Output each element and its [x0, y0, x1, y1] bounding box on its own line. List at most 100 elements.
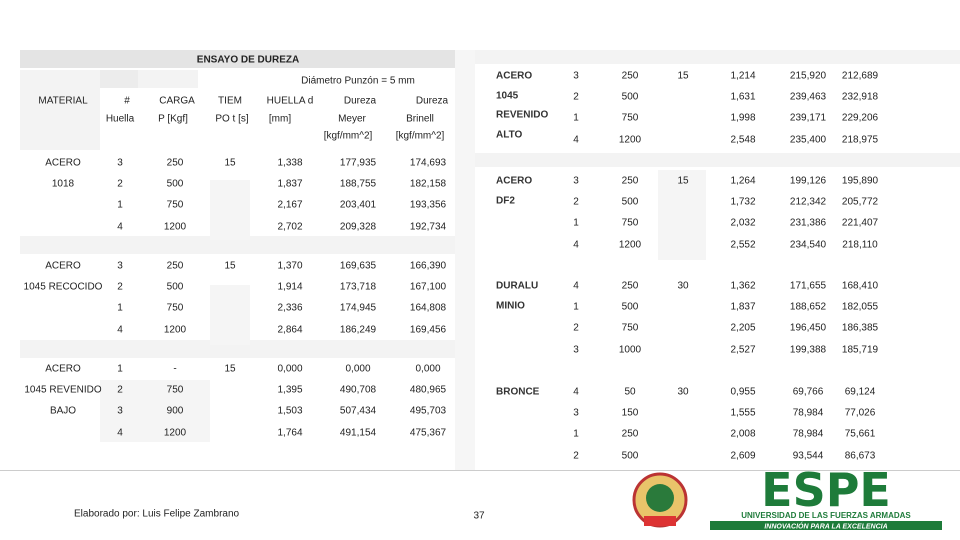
cell: 2,167 — [277, 199, 303, 211]
cell: 490,708 — [339, 384, 377, 396]
cell: 475,367 — [409, 427, 447, 439]
cell: 1,503 — [277, 405, 303, 417]
cell: 177,935 — [339, 157, 377, 169]
cell: 500 — [621, 301, 639, 313]
material: BAJO — [49, 405, 77, 417]
cell: 3 — [573, 407, 579, 419]
cell: - — [173, 363, 177, 375]
cell: 186,385 — [841, 322, 879, 334]
cell: 203,401 — [339, 199, 377, 211]
column-header: [mm] — [268, 113, 292, 125]
time: 15 — [224, 157, 236, 169]
cell: 93,544 — [792, 450, 824, 462]
time: 30 — [677, 280, 689, 292]
cell: 495,703 — [409, 405, 447, 417]
cell: 250 — [621, 428, 639, 440]
cell: 4 — [117, 221, 123, 233]
cell: 78,984 — [792, 407, 824, 419]
time: 15 — [224, 260, 236, 272]
cell: 1000 — [618, 344, 642, 356]
cell: 167,100 — [409, 281, 447, 293]
cell: 182,055 — [841, 301, 879, 313]
cell: 2,527 — [730, 344, 756, 356]
column-header: Huella — [105, 113, 135, 125]
cell: 169,635 — [339, 260, 377, 272]
cell: 1200 — [618, 239, 642, 251]
logo-slogan: INNOVACIÓN PARA LA EXCELENCIA — [764, 522, 887, 531]
cell: 2,336 — [277, 302, 303, 314]
time: 15 — [677, 175, 689, 187]
table-title: ENSAYO DE DUREZA — [196, 54, 300, 66]
material: MINIO — [496, 300, 525, 311]
material: 1045 RECOCIDO — [23, 281, 103, 293]
cell: 199,388 — [789, 344, 827, 356]
cell: 229,206 — [841, 112, 879, 124]
cell: 1,362 — [730, 280, 756, 292]
cell: 1200 — [618, 134, 642, 146]
cell: 188,652 — [789, 301, 827, 313]
time: 15 — [224, 363, 236, 375]
cell — [20, 340, 455, 358]
column-header: MATERIAL — [38, 95, 88, 107]
cell: 150 — [621, 407, 639, 419]
cell: 205,772 — [841, 196, 879, 208]
cell: 1200 — [163, 324, 187, 336]
cell: 77,026 — [844, 407, 876, 419]
cell: 2,205 — [730, 322, 756, 334]
cell: 2 — [117, 178, 123, 190]
column-header: Meyer — [338, 113, 366, 125]
time: 15 — [677, 70, 689, 82]
cell: 0,000 — [415, 363, 441, 375]
cell: 174,693 — [409, 157, 447, 169]
cell: 186,249 — [339, 324, 377, 336]
material: BRONCE — [496, 386, 540, 398]
cell — [100, 380, 210, 442]
cell: 1,837 — [277, 178, 303, 190]
cell: 3 — [573, 70, 579, 82]
column-header: TIEM — [218, 95, 242, 107]
cell: 250 — [621, 70, 639, 82]
cell: 4 — [573, 386, 579, 398]
cell: 1,370 — [277, 260, 303, 272]
material: REVENIDO — [496, 109, 549, 121]
cell: 196,450 — [789, 322, 827, 334]
cell: 212,342 — [789, 196, 827, 208]
cell: 168,410 — [841, 280, 879, 292]
cell: 231,386 — [789, 217, 827, 229]
cell — [475, 50, 960, 64]
cell: 166,390 — [409, 260, 447, 272]
cell: 4 — [573, 239, 579, 251]
cell: 188,755 — [339, 178, 377, 190]
cell: 215,920 — [789, 70, 827, 82]
cell — [20, 236, 455, 254]
cell: 4 — [573, 134, 579, 146]
material: ACERO — [496, 175, 533, 187]
cell: 2 — [573, 322, 579, 334]
cell: 2,609 — [730, 450, 756, 462]
column-header: CARGA — [159, 95, 195, 107]
column-header: P [Kgf] — [158, 113, 188, 125]
cell: 235,400 — [789, 134, 827, 146]
cell: 500 — [166, 178, 184, 190]
material: 1045 REVENIDO — [24, 384, 102, 396]
cell: 500 — [166, 281, 184, 293]
logo-line: UNIVERSIDAD DE LAS FUERZAS ARMADAS — [741, 511, 911, 520]
cell: 69,766 — [792, 386, 824, 398]
cell: 209,328 — [339, 221, 377, 233]
cell: 3 — [117, 405, 123, 417]
cell: 2 — [573, 450, 579, 462]
cell: 239,171 — [789, 112, 827, 124]
cell: 0,000 — [345, 363, 371, 375]
cell — [100, 70, 138, 88]
cell: 182,158 — [409, 178, 447, 190]
material: ACERO — [45, 157, 81, 169]
material: 1018 — [51, 178, 75, 190]
author: Elaborado por: Luis Felipe Zambrano — [74, 508, 240, 520]
column-header: Brinell — [406, 113, 434, 125]
cell — [210, 180, 250, 240]
cell: 1,395 — [277, 384, 303, 396]
cell: 750 — [166, 199, 184, 211]
cell: 1,214 — [730, 70, 756, 82]
logo-name: ESPE — [761, 468, 891, 517]
